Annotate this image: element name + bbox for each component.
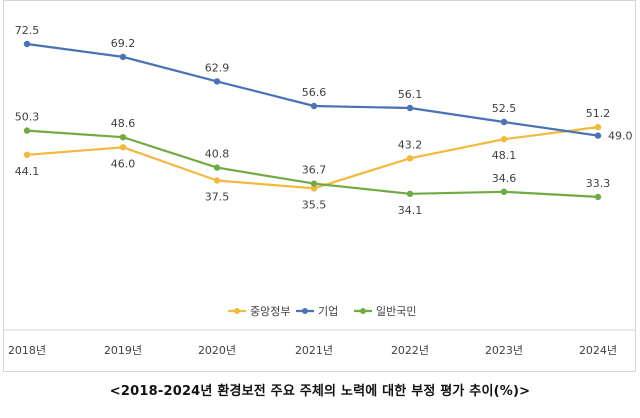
- data-label: 34.6: [492, 172, 517, 185]
- data-label: 69.2: [111, 37, 136, 50]
- data-label: 36.7: [302, 164, 327, 177]
- x-tick-label: 2023년: [485, 344, 523, 357]
- legend-label: 중앙정부: [250, 305, 290, 318]
- data-point: [213, 177, 221, 184]
- data-label: 56.6: [302, 86, 327, 99]
- data-point: [310, 102, 318, 110]
- data-label: 50.3: [15, 111, 40, 124]
- data-point: [119, 53, 127, 61]
- data-point: [406, 190, 414, 197]
- data-label: 51.2: [586, 107, 611, 120]
- data-point: [594, 123, 602, 131]
- x-tick-label: 2019년: [104, 344, 142, 357]
- data-label: 52.5: [492, 102, 517, 115]
- legend-swatch-marker: [302, 308, 308, 314]
- legend-swatch-marker: [234, 308, 240, 314]
- x-tick-label: 2024년: [579, 344, 617, 357]
- data-label: 37.5: [205, 191, 230, 204]
- data-label: 48.1: [492, 149, 517, 162]
- data-label: 49.0: [608, 130, 633, 143]
- data-point: [310, 185, 318, 192]
- legend-swatch-marker: [360, 308, 366, 314]
- data-label: 44.1: [15, 165, 40, 178]
- data-point: [23, 127, 31, 134]
- data-label: 35.5: [302, 198, 327, 211]
- data-point: [406, 155, 414, 162]
- x-tick-label: 2021년: [295, 344, 333, 357]
- data-point: [500, 118, 508, 126]
- data-point: [213, 164, 221, 171]
- x-tick-label: 2018년: [8, 344, 46, 357]
- data-point: [594, 193, 602, 201]
- data-label: 62.9: [205, 61, 230, 74]
- x-tick-label: 2020년: [198, 344, 236, 357]
- legend-label: 일반국민: [376, 304, 416, 318]
- data-point: [119, 144, 127, 151]
- legend-label: 기업: [318, 305, 338, 318]
- data-label: 40.8: [205, 148, 230, 161]
- data-point: [23, 151, 31, 158]
- data-label: 46.0: [111, 157, 136, 170]
- data-point: [119, 134, 127, 141]
- data-point: [500, 136, 508, 143]
- data-point: [500, 188, 508, 195]
- data-point: [23, 40, 31, 48]
- data-label: 48.6: [111, 117, 136, 130]
- data-point: [213, 78, 221, 85]
- data-label: 34.1: [398, 204, 423, 217]
- data-label: 33.3: [586, 177, 611, 190]
- data-point: [594, 132, 602, 139]
- line-chart: 2018년 2019년 2020년 2021년 2022년 2023년 2024년 44.1 4…: [4, 24, 636, 357]
- data-label: 72.5: [15, 24, 40, 37]
- data-point: [406, 104, 414, 112]
- data-label: 43.2: [398, 138, 423, 151]
- data-label: 56.1: [398, 88, 423, 101]
- data-point: [310, 180, 318, 187]
- x-tick-label: 2022년: [391, 344, 429, 357]
- chart-caption: <2018-2024년 환경보전 주요 주체의 노력에 대한 부정 평가 추이(…: [109, 384, 531, 399]
